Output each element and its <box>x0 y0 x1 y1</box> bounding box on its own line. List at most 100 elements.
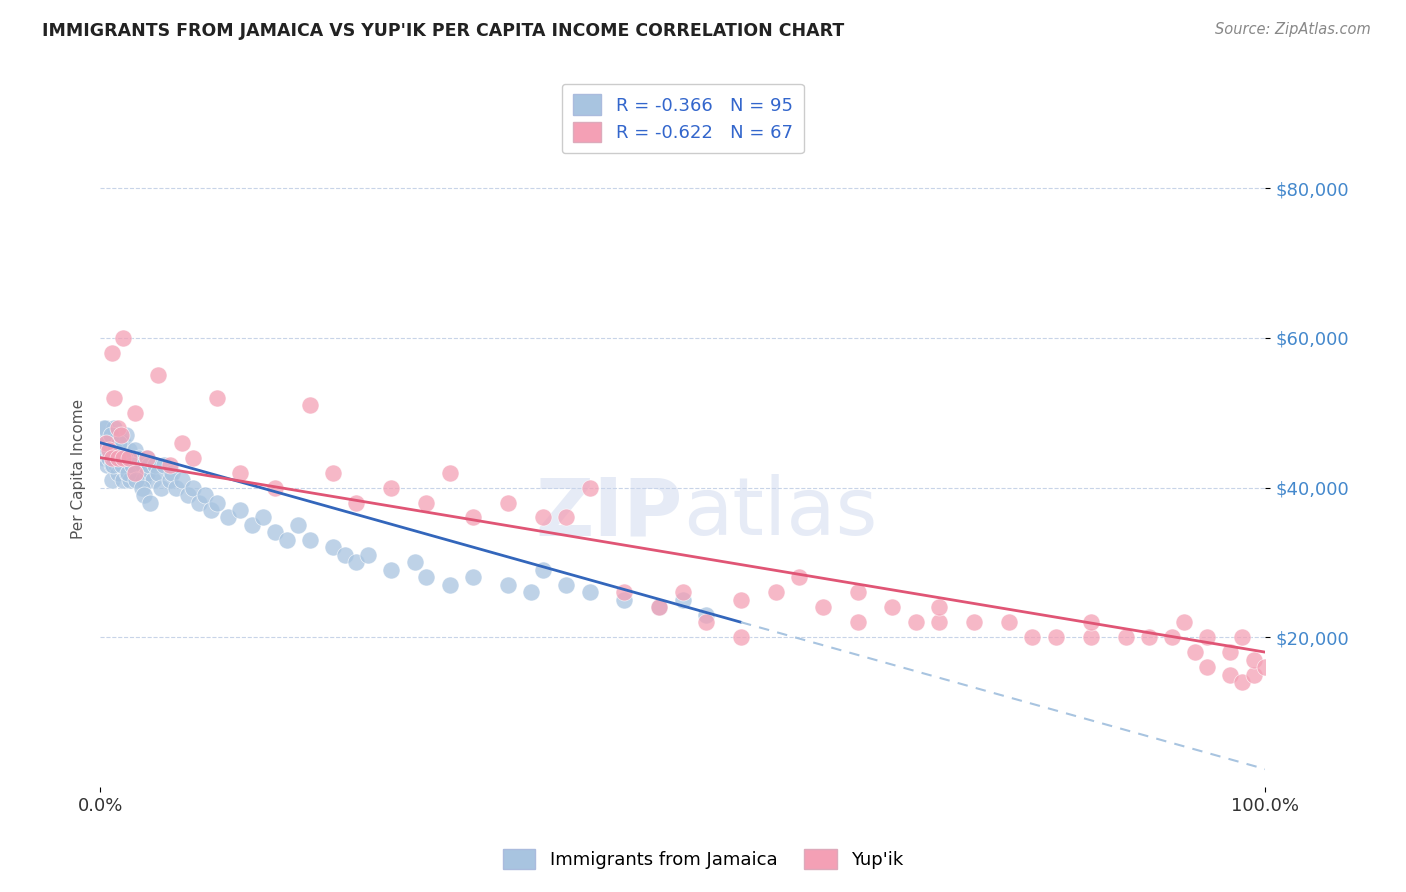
Point <box>672 592 695 607</box>
Point <box>904 615 927 630</box>
Point <box>846 615 869 630</box>
Point <box>555 578 578 592</box>
Point <box>730 592 752 607</box>
Text: atlas: atlas <box>683 475 877 552</box>
Point <box>555 510 578 524</box>
Point <box>125 473 148 487</box>
Point <box>613 592 636 607</box>
Point <box>101 450 124 465</box>
Point <box>496 495 519 509</box>
Point <box>811 600 834 615</box>
Point <box>118 443 141 458</box>
Point <box>765 585 787 599</box>
Point <box>111 458 134 472</box>
Point <box>439 466 461 480</box>
Point <box>135 450 157 465</box>
Point <box>578 585 600 599</box>
Point <box>1080 630 1102 644</box>
Point <box>103 420 125 434</box>
Point <box>159 473 181 487</box>
Point <box>1254 660 1277 674</box>
Point <box>276 533 298 547</box>
Point <box>264 481 287 495</box>
Point <box>100 443 122 458</box>
Point <box>176 488 198 502</box>
Point <box>1230 630 1253 644</box>
Point <box>170 435 193 450</box>
Point <box>439 578 461 592</box>
Point <box>124 466 146 480</box>
Point <box>107 443 129 458</box>
Point <box>101 458 124 472</box>
Point <box>1115 630 1137 644</box>
Point <box>298 533 321 547</box>
Point <box>135 450 157 465</box>
Point <box>117 466 139 480</box>
Point <box>96 458 118 472</box>
Point <box>104 443 127 458</box>
Point <box>264 525 287 540</box>
Point <box>128 450 150 465</box>
Point <box>148 466 170 480</box>
Point <box>112 450 135 465</box>
Text: IMMIGRANTS FROM JAMAICA VS YUP'IK PER CAPITA INCOME CORRELATION CHART: IMMIGRANTS FROM JAMAICA VS YUP'IK PER CA… <box>42 22 845 40</box>
Point <box>183 481 205 495</box>
Point <box>380 481 402 495</box>
Point <box>162 466 184 480</box>
Point <box>97 435 120 450</box>
Point <box>205 391 228 405</box>
Point <box>134 488 156 502</box>
Point <box>1243 653 1265 667</box>
Point <box>322 541 344 555</box>
Point <box>882 600 904 615</box>
Point <box>695 607 717 622</box>
Point <box>695 615 717 630</box>
Point <box>1045 630 1067 644</box>
Point <box>404 555 426 569</box>
Y-axis label: Per Capita Income: Per Capita Income <box>72 399 86 539</box>
Point <box>110 428 132 442</box>
Text: Source: ZipAtlas.com: Source: ZipAtlas.com <box>1215 22 1371 37</box>
Point <box>1230 675 1253 690</box>
Point <box>138 458 160 472</box>
Point <box>103 391 125 405</box>
Point <box>94 420 117 434</box>
Point <box>107 450 129 465</box>
Point <box>103 450 125 465</box>
Point <box>107 428 129 442</box>
Point <box>200 503 222 517</box>
Point <box>94 443 117 458</box>
Point <box>194 488 217 502</box>
Point <box>101 458 124 472</box>
Point <box>159 458 181 472</box>
Point <box>1184 645 1206 659</box>
Point <box>1219 667 1241 681</box>
Point <box>520 585 543 599</box>
Point <box>298 398 321 412</box>
Point <box>1173 615 1195 630</box>
Point <box>115 466 138 480</box>
Point <box>170 473 193 487</box>
Point <box>118 450 141 465</box>
Point <box>217 510 239 524</box>
Point <box>1080 615 1102 630</box>
Point <box>114 428 136 442</box>
Point <box>229 466 252 480</box>
Point <box>121 450 143 465</box>
Point <box>188 495 211 509</box>
Point <box>100 428 122 442</box>
Point <box>496 578 519 592</box>
Point <box>928 615 950 630</box>
Legend: Immigrants from Jamaica, Yup'ik: Immigrants from Jamaica, Yup'ik <box>494 839 912 879</box>
Point <box>346 495 368 509</box>
Point <box>142 473 165 487</box>
Point <box>183 450 205 465</box>
Point <box>578 481 600 495</box>
Point <box>101 346 124 360</box>
Point <box>132 473 155 487</box>
Point <box>928 600 950 615</box>
Point <box>112 435 135 450</box>
Point <box>531 510 554 524</box>
Point <box>91 435 114 450</box>
Legend: R = -0.366   N = 95, R = -0.622   N = 67: R = -0.366 N = 95, R = -0.622 N = 67 <box>562 84 804 153</box>
